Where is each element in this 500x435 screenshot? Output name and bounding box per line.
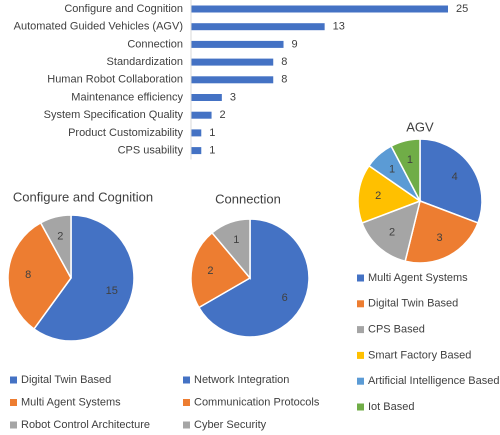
pie-slice — [7, 221, 72, 331]
bar — [191, 23, 325, 31]
slice-label: 1 — [389, 163, 395, 175]
bar — [191, 129, 202, 137]
pie-slice — [404, 199, 479, 264]
value-label: 25 — [456, 3, 468, 15]
slice-label: 1 — [233, 234, 239, 246]
pie-title: AGV — [406, 119, 434, 134]
category-label: System Specification Quality — [44, 109, 184, 121]
slice-label: 4 — [452, 171, 458, 183]
legend-swatch — [10, 399, 17, 406]
legend-swatch — [10, 421, 17, 429]
legend-label: Digital Twin Based — [368, 298, 458, 310]
category-label: Maintenance efficiency — [71, 91, 183, 103]
pie-title: Connection — [215, 191, 281, 206]
legend-label: Iot Based — [368, 401, 414, 413]
category-label: Automated Guided Vehicles (AGV) — [14, 21, 183, 33]
pie-slice — [357, 164, 422, 224]
legend-label: Multi Agent Systems — [21, 396, 121, 408]
slice-label: 1 — [407, 154, 413, 166]
value-label: 1 — [209, 127, 215, 139]
category-label: CPS usability — [118, 145, 184, 157]
value-label: 2 — [220, 109, 226, 121]
legend-label: Multi Agent Systems — [368, 272, 468, 284]
bar — [191, 58, 274, 66]
pie-slice — [32, 214, 135, 342]
slice-label: 2 — [375, 190, 381, 202]
legend-swatch — [183, 421, 190, 429]
legend-swatch — [357, 274, 364, 282]
bar — [191, 40, 284, 48]
slice-label: 2 — [207, 265, 213, 277]
pie-slice — [197, 218, 310, 338]
legend-label: Robot Control Architecture — [21, 419, 150, 431]
category-label: Human Robot Collaboration — [47, 74, 183, 86]
pie-slice — [190, 231, 252, 309]
pie-slice — [361, 199, 422, 263]
pie-slice — [419, 138, 483, 224]
value-label: 13 — [333, 21, 345, 33]
pie-slice — [39, 214, 72, 279]
legend-label: Cyber Security — [194, 419, 267, 431]
value-label: 8 — [281, 56, 287, 68]
legend-label: Smart Factory Based — [368, 349, 471, 361]
slice-label: 15 — [106, 285, 118, 297]
slice-label: 2 — [57, 230, 63, 242]
legend-swatch — [10, 376, 17, 384]
value-label: 1 — [209, 145, 215, 157]
legend-label: CPS Based — [368, 324, 425, 336]
bar — [191, 147, 202, 155]
value-label: 3 — [230, 91, 236, 103]
category-label: Connection — [127, 38, 183, 50]
category-label: Standardization — [107, 56, 183, 68]
category-label: Configure and Cognition — [64, 3, 183, 15]
slice-label: 6 — [282, 292, 288, 304]
legend-swatch — [183, 399, 190, 406]
slice-label: 8 — [25, 269, 31, 281]
legend-swatch — [357, 300, 364, 308]
category-label: Product Customizability — [68, 127, 183, 139]
legend-label: Digital Twin Based — [21, 374, 111, 386]
value-label: 9 — [292, 38, 298, 50]
legend-swatch — [357, 377, 364, 385]
pie-slice — [211, 218, 251, 281]
bar — [191, 76, 274, 84]
slice-label: 2 — [389, 226, 395, 238]
legend-swatch — [357, 326, 364, 334]
legend-swatch — [357, 403, 364, 411]
bar — [191, 5, 448, 13]
legend-label: Communication Protocols — [194, 396, 320, 408]
legend-swatch — [357, 351, 364, 359]
pie-title: Configure and Cognition — [13, 189, 153, 204]
pie-slice — [390, 138, 421, 202]
legend-label: Artificial Intelligence Based — [368, 375, 499, 387]
legend-swatch — [183, 376, 190, 384]
legend-label: Network Integration — [194, 374, 289, 386]
bar — [191, 111, 212, 119]
slice-label: 3 — [437, 232, 443, 244]
bar — [191, 94, 222, 101]
value-label: 8 — [281, 74, 287, 86]
